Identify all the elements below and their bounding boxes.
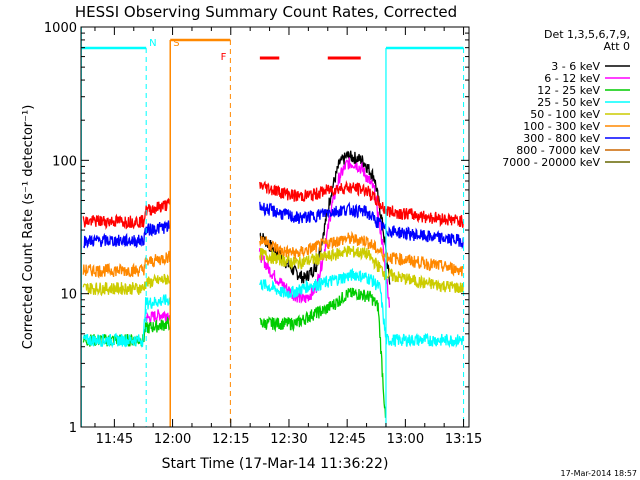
series-line-100-300-kev — [82, 250, 171, 279]
footer-timestamp: 17-Mar-2014 18:57 — [561, 469, 638, 478]
legend-entry-label: 12 - 25 keV — [537, 84, 600, 97]
series-line-red-top — [259, 180, 464, 228]
legend-entry-label: 7000 - 20000 keV — [502, 156, 600, 169]
x-tick-label: 12:45 — [328, 432, 365, 447]
legend-header-attenuator: Att 0 — [604, 40, 630, 53]
series-line-300-800-kev — [259, 201, 464, 250]
x-tick-label: 12:15 — [212, 432, 249, 447]
series-line-300-800-kev — [82, 220, 171, 249]
y-tick-label: 1 — [69, 421, 77, 436]
series-line-red-top — [82, 197, 171, 230]
flag-label-f: F — [221, 52, 227, 63]
legend-entry-label: 50 - 100 keV — [530, 108, 600, 121]
y-tick-label: 1000 — [44, 21, 77, 36]
y-axis-label: Corrected Count Rate (s⁻¹ detector⁻¹) — [21, 105, 36, 350]
series-line-50-100-kev — [82, 273, 171, 297]
y-tick-label: 100 — [52, 154, 77, 169]
legend-entry-label: 100 - 300 keV — [523, 120, 600, 133]
series-line-25-50-kev — [82, 294, 171, 349]
series-line-50-100-kev — [259, 245, 464, 294]
x-tick-label: 11:45 — [96, 432, 133, 447]
series-line-6-12-kev — [145, 309, 171, 325]
x-tick-label: 12:00 — [154, 432, 191, 447]
flag-label-s: S — [173, 38, 179, 49]
plot-frame — [80, 26, 470, 428]
legend-entry-label: 800 - 7000 keV — [516, 144, 600, 157]
series-line-12-25-kev — [259, 287, 387, 418]
x-tick-label: 12:30 — [270, 432, 307, 447]
x-axis-label: Start Time (17-Mar-14 11:36:22) — [162, 456, 389, 472]
legend-entry-label: 25 - 50 keV — [537, 96, 600, 109]
legend-entry-label: 3 - 6 keV — [551, 60, 600, 73]
series-line-3-6-kev — [259, 150, 391, 285]
series-line-100-300-kev — [259, 230, 464, 277]
flag-label-n: N — [149, 38, 156, 49]
x-tick-label: 13:00 — [387, 432, 424, 447]
x-tick-label: 13:15 — [445, 432, 482, 447]
legend-entry-label: 6 - 12 keV — [544, 72, 600, 85]
legend-entry-label: 300 - 800 keV — [523, 132, 600, 145]
y-tick-label: 10 — [60, 288, 77, 303]
chart-title: HESSI Observing Summary Count Rates, Cor… — [75, 3, 457, 21]
series-line-25-50-kev — [259, 267, 464, 349]
legend-header-detectors: Det 1,3,5,6,7,9, — [544, 28, 630, 41]
